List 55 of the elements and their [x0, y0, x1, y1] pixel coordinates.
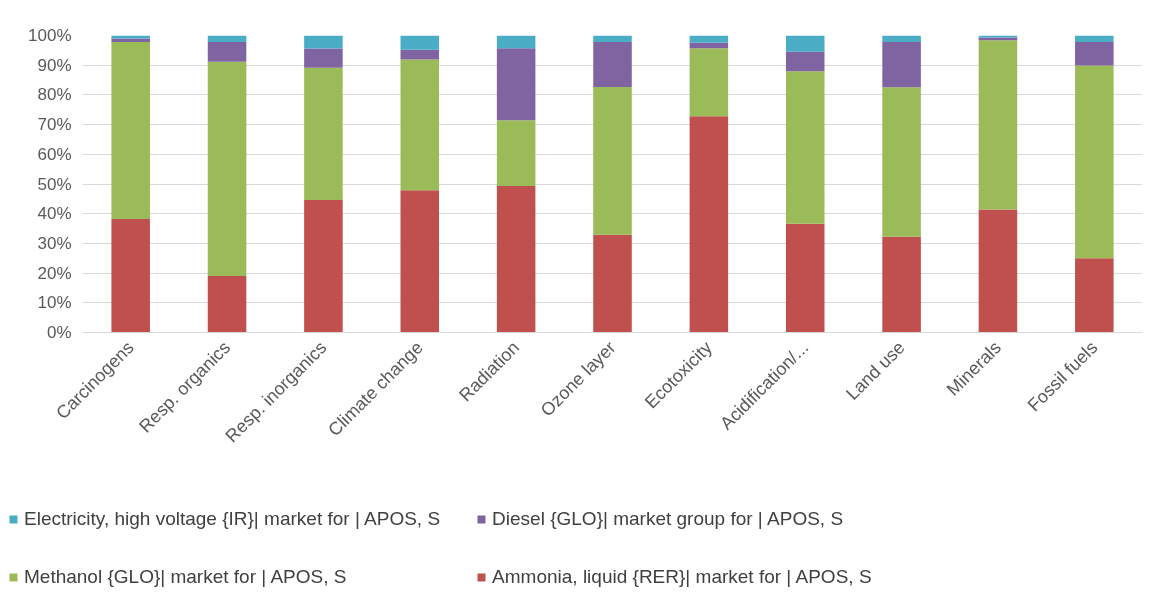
bar	[207, 276, 247, 333]
bar	[496, 48, 536, 121]
bar	[1075, 35, 1114, 43]
bar	[304, 48, 343, 68]
bar	[978, 40, 1018, 210]
bar	[400, 49, 440, 60]
bar	[785, 51, 825, 72]
bar	[1075, 258, 1114, 333]
bar	[593, 35, 632, 43]
bar	[689, 48, 729, 117]
legend-label: Diesel {GLO}| market group for | APOS, S	[492, 508, 844, 530]
y-tick-label: 90%	[37, 55, 72, 75]
bar	[111, 38, 150, 43]
bar	[1075, 42, 1114, 66]
y-tick-label: 0%	[46, 323, 72, 342]
bar	[304, 200, 343, 333]
bar	[496, 35, 536, 49]
bar	[207, 61, 247, 277]
y-tick-label: 30%	[37, 233, 72, 253]
bar	[689, 116, 729, 333]
bar	[882, 236, 921, 333]
bar	[785, 35, 825, 52]
bar	[400, 35, 440, 50]
bar	[593, 234, 632, 333]
bar	[400, 59, 440, 191]
bar	[400, 190, 440, 333]
bar	[882, 35, 921, 43]
legend-label: Electricity, high voltage {IR}| market for | APOS, S	[24, 508, 441, 530]
y-tick-label: 100%	[28, 26, 72, 45]
legend-label: Ammonia, liquid {RER}| market for | APOS, S	[492, 566, 872, 588]
bar	[785, 71, 825, 224]
bar	[882, 42, 921, 88]
y-tick-label: 80%	[37, 85, 72, 105]
bar	[304, 35, 343, 49]
bar	[978, 209, 1018, 333]
y-tick-label: 60%	[37, 144, 72, 164]
bar	[304, 67, 343, 201]
y-tick-label: 40%	[37, 204, 72, 224]
legend-label: Methanol {GLO}| market for | APOS, S	[24, 566, 347, 588]
bar	[496, 120, 536, 187]
y-tick-label: 20%	[37, 263, 72, 283]
bar	[207, 42, 247, 62]
bar	[207, 35, 247, 43]
bar	[785, 223, 825, 333]
bar	[593, 42, 632, 87]
bar	[593, 86, 632, 235]
bar	[1075, 65, 1114, 259]
bar	[882, 87, 921, 237]
bar	[496, 186, 536, 333]
bar	[111, 42, 150, 220]
y-tick-label: 70%	[37, 115, 72, 135]
bar	[111, 219, 150, 333]
y-tick-label: 50%	[37, 174, 72, 194]
bar	[689, 35, 729, 43]
y-tick-label: 10%	[37, 293, 72, 313]
